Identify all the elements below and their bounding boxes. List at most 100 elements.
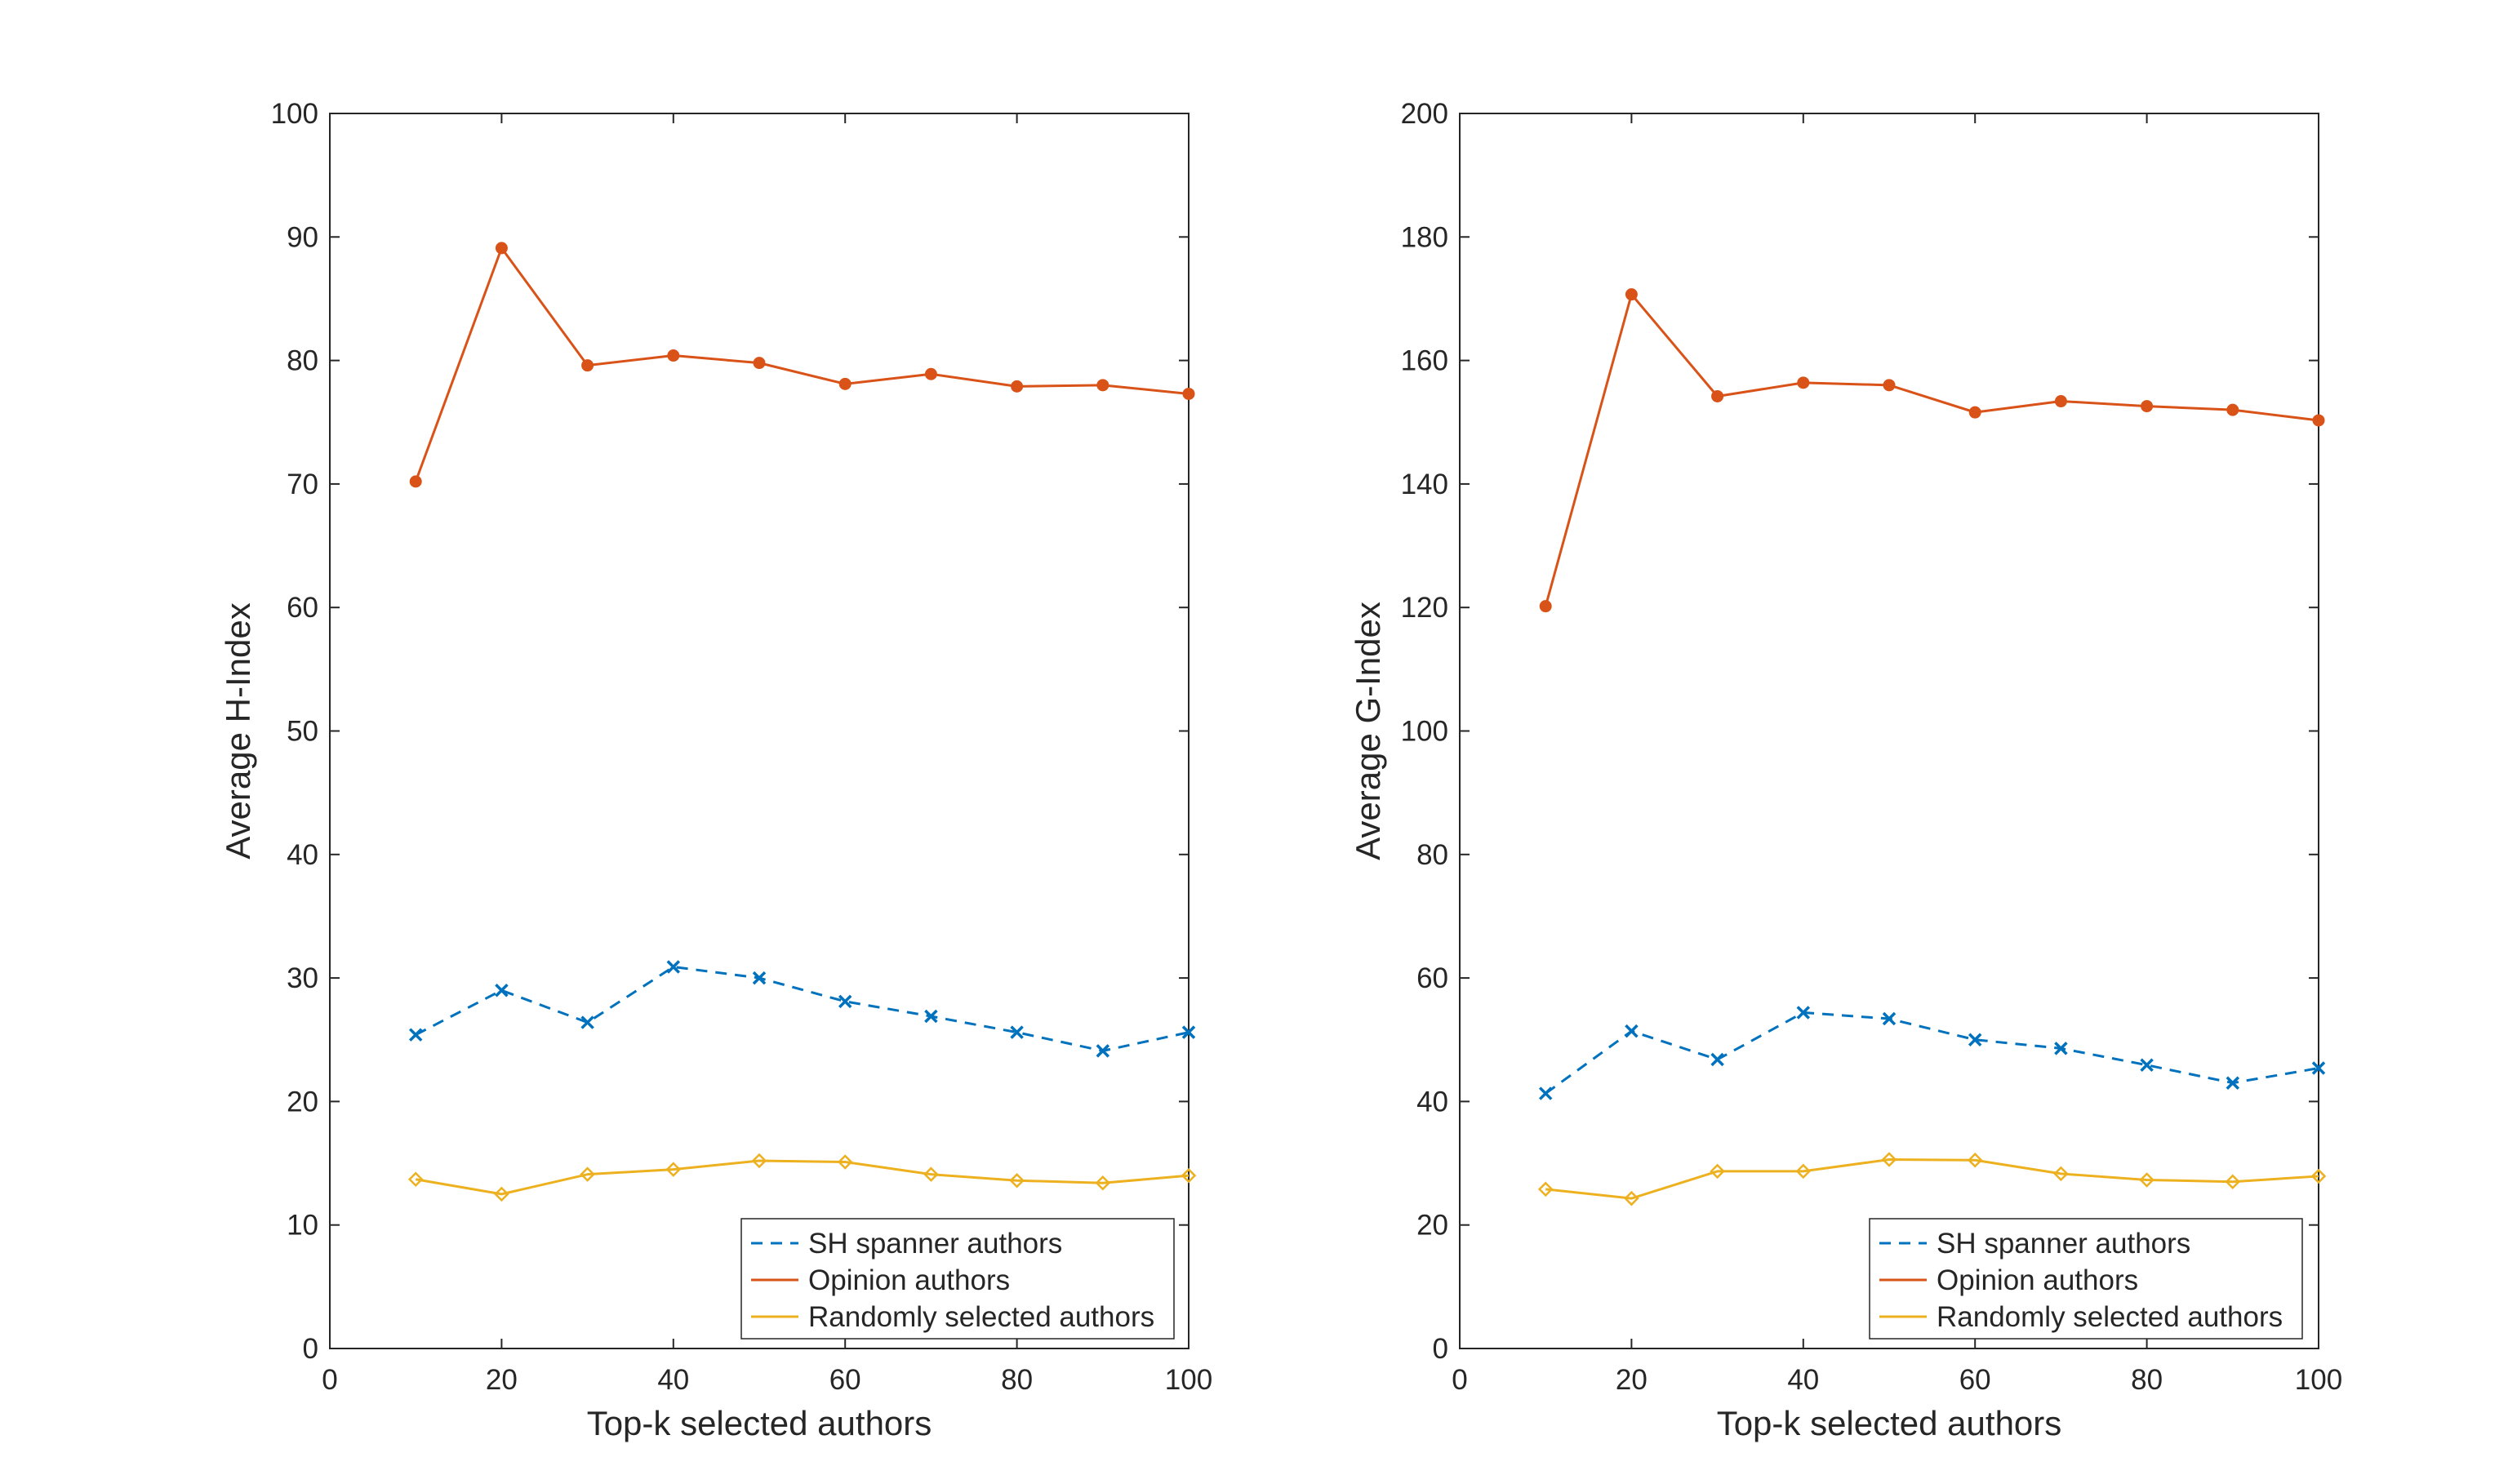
data-point <box>1710 1052 1724 1067</box>
data-point <box>1795 1163 1812 1180</box>
data-point <box>1538 1086 1553 1100</box>
series-line-1 <box>1545 1011 2319 1095</box>
data-point <box>1881 1152 1897 1167</box>
legend-box <box>1869 1218 2303 1340</box>
data-point <box>752 971 767 985</box>
y-tick-label: 100 <box>1401 716 1448 748</box>
data-point <box>667 349 680 362</box>
data-point <box>1010 1025 1024 1039</box>
x-tick-label: 0 <box>1452 1364 1467 1396</box>
data-point <box>753 357 766 370</box>
x-tick-label: 80 <box>2131 1364 2163 1396</box>
y-tick-label: 120 <box>1401 592 1448 624</box>
y-axis-label: Average H-Index <box>219 602 257 859</box>
data-point <box>1011 380 1024 393</box>
legend-label-2: Opinion authors <box>1937 1264 2138 1296</box>
data-point <box>409 475 422 488</box>
data-point <box>2054 1042 2068 1055</box>
data-point <box>924 367 937 380</box>
data-point <box>2312 414 2325 427</box>
data-point <box>1625 288 1638 301</box>
data-point <box>2140 1058 2154 1073</box>
data-point <box>1967 1153 1983 1168</box>
x-tick-label: 60 <box>1959 1364 1991 1396</box>
data-point <box>837 1154 853 1170</box>
x-axis-label: Top-k selected authors <box>587 1404 932 1442</box>
legend-label-2: Opinion authors <box>808 1264 1010 1296</box>
y-axis-label: Average G-Index <box>1349 602 1387 860</box>
y-tick-label: 20 <box>287 1086 318 1117</box>
legend-label-3: Randomly selected authors <box>1937 1301 2283 1333</box>
data-point <box>1181 1167 1197 1184</box>
data-point <box>1095 1175 1111 1191</box>
y-tick-label: 60 <box>287 592 318 624</box>
data-point <box>1009 1172 1025 1189</box>
data-point <box>1968 1033 1982 1046</box>
y-tick-label: 100 <box>271 98 318 130</box>
h-index-panel: 0 20 40 60 80 100 0 10 20 30 40 50 60 70 80 90 100 Top-k … <box>219 98 1212 1442</box>
data-point <box>2310 1168 2327 1184</box>
data-point <box>2226 1076 2240 1090</box>
x-tick-label: 60 <box>829 1364 861 1396</box>
y-tick-label: 40 <box>1416 1086 1448 1117</box>
legend-box <box>740 1218 1175 1340</box>
y-tick-label: 80 <box>287 345 318 377</box>
data-point <box>1624 1190 1639 1206</box>
data-point <box>1096 379 1109 392</box>
y-tick-label: 50 <box>287 716 318 748</box>
x-tick-label: 100 <box>1165 1364 1212 1396</box>
x-tick-label: 80 <box>1001 1364 1033 1396</box>
data-point <box>924 1009 938 1024</box>
x-tick-label: 20 <box>486 1364 518 1396</box>
y-tick-label: 0 <box>1433 1333 1448 1365</box>
data-point <box>838 994 852 1009</box>
data-point <box>1182 387 1195 400</box>
series-line-3 <box>1545 1158 2319 1200</box>
x-tick-label: 20 <box>1616 1364 1648 1396</box>
legend-label-3: Randomly selected authors <box>808 1301 1154 1333</box>
series-line-2 <box>1544 293 2319 607</box>
y-tick-label: 160 <box>1401 345 1448 377</box>
y-tick-label: 20 <box>1416 1210 1448 1242</box>
x-axis-label: Top-k selected authors <box>1717 1404 2062 1442</box>
data-point <box>494 1186 509 1202</box>
x-tick-label: 40 <box>657 1364 689 1396</box>
data-point <box>1537 1181 1554 1197</box>
data-point <box>580 1015 594 1029</box>
data-point <box>923 1166 939 1182</box>
legend-label-1: SH spanner authors <box>808 1228 1062 1260</box>
data-point <box>495 242 508 255</box>
y-tick-label: 180 <box>1401 221 1448 253</box>
g-index-panel: 0 20 40 60 80 100 0 20 40 60 80 100 120 140 160 180 200 T… <box>1349 98 2342 1442</box>
data-point <box>1625 1024 1639 1038</box>
y-tick-label: 80 <box>1416 839 1448 871</box>
data-point <box>408 1028 423 1042</box>
data-point <box>581 359 594 372</box>
series-line-1 <box>415 965 1190 1052</box>
y-tick-label: 0 <box>303 1333 318 1365</box>
data-point <box>666 960 681 974</box>
y-tick-label: 30 <box>287 962 318 994</box>
data-point <box>838 377 852 390</box>
data-point <box>1181 1025 1196 1039</box>
data-point <box>1710 1163 1725 1180</box>
data-point <box>1711 389 1724 402</box>
x-tick-label: 0 <box>322 1364 337 1396</box>
data-point <box>751 1153 767 1169</box>
y-tick-label: 90 <box>287 221 318 253</box>
y-tick-label: 140 <box>1401 469 1448 500</box>
data-point <box>2311 1061 2326 1075</box>
data-point <box>1882 1011 1897 1026</box>
y-tick-label: 60 <box>1416 962 1448 994</box>
data-point <box>580 1166 595 1182</box>
data-point <box>1539 600 1552 613</box>
x-tick-label: 100 <box>2295 1364 2342 1396</box>
data-point <box>665 1162 682 1177</box>
y-tick-label: 40 <box>287 839 318 871</box>
data-point <box>2225 1174 2241 1190</box>
data-point <box>1797 376 1810 389</box>
data-point <box>2054 395 2067 408</box>
data-point <box>1883 379 1896 392</box>
legend-label-1: SH spanner authors <box>1937 1228 2190 1260</box>
data-point <box>2139 1172 2154 1188</box>
